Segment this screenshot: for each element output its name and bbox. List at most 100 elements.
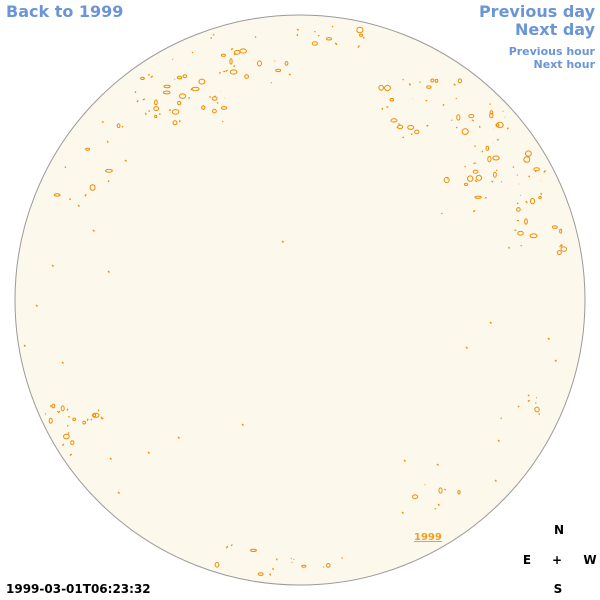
contour-mark-78 bbox=[414, 129, 420, 135]
contour-mark-71 bbox=[434, 78, 439, 83]
contour-mark-143 bbox=[524, 218, 528, 225]
contour-mark-34 bbox=[214, 95, 217, 98]
contour-mark-7 bbox=[154, 99, 158, 106]
contour-mark-212 bbox=[214, 562, 220, 568]
contour-mark-249 bbox=[436, 463, 439, 466]
contour-mark-177 bbox=[63, 433, 70, 440]
contour-mark-97 bbox=[378, 84, 385, 91]
back-to-year-link[interactable]: Back to 1999 bbox=[6, 2, 124, 21]
contour-mark-164 bbox=[53, 193, 61, 197]
contour-mark-217 bbox=[250, 548, 257, 553]
contour-mark-171 bbox=[56, 410, 60, 414]
contour-mark-53 bbox=[239, 48, 247, 54]
previous-day-link[interactable]: Previous day bbox=[478, 2, 595, 21]
contour-mark-39 bbox=[220, 106, 228, 110]
contour-mark-200 bbox=[527, 399, 531, 402]
contour-mark-220 bbox=[326, 563, 331, 568]
contour-mark-210 bbox=[464, 182, 468, 186]
contour-mark-88 bbox=[408, 83, 411, 86]
contour-mark-131 bbox=[500, 181, 503, 183]
contour-mark-257 bbox=[401, 511, 404, 514]
contour-mark-92 bbox=[430, 78, 435, 83]
contour-mark-227 bbox=[412, 494, 419, 500]
contour-mark-134 bbox=[506, 127, 509, 130]
contour-mark-149 bbox=[517, 230, 524, 236]
contour-mark-214 bbox=[269, 573, 272, 576]
contour-mark-246 bbox=[117, 491, 120, 494]
contour-mark-196 bbox=[538, 413, 541, 416]
contour-mark-201 bbox=[527, 394, 530, 397]
contour-mark-21 bbox=[148, 110, 151, 113]
compass-east-label: E bbox=[522, 553, 532, 567]
contour-mark-189 bbox=[90, 418, 93, 421]
contour-mark-198 bbox=[534, 402, 537, 404]
contour-mark-23 bbox=[136, 99, 139, 103]
next-day-link[interactable]: Next day bbox=[515, 20, 595, 39]
contour-mark-24 bbox=[176, 76, 183, 80]
contour-mark-163 bbox=[84, 193, 87, 197]
observation-timestamp: 1999-03-01T06:23:32 bbox=[6, 582, 151, 596]
contour-mark-108 bbox=[468, 114, 475, 119]
contour-mark-38 bbox=[212, 108, 217, 114]
contour-mark-261 bbox=[51, 264, 54, 267]
contour-mark-179 bbox=[66, 424, 69, 427]
contour-mark-202 bbox=[446, 178, 449, 180]
contour-mark-68 bbox=[357, 45, 360, 48]
contour-mark-215 bbox=[230, 544, 233, 547]
contour-mark-138 bbox=[525, 200, 528, 204]
next-hour-link[interactable]: Next hour bbox=[533, 58, 596, 71]
contour-mark-118 bbox=[474, 179, 478, 183]
contour-mark-126 bbox=[533, 167, 540, 172]
contour-mark-147 bbox=[514, 229, 517, 232]
contour-mark-186 bbox=[91, 412, 100, 418]
contour-mark-153 bbox=[540, 192, 543, 195]
contour-mark-229 bbox=[438, 487, 443, 494]
contour-mark-74 bbox=[389, 98, 395, 102]
contour-mark-128 bbox=[489, 112, 494, 119]
contour-mark-0 bbox=[177, 100, 182, 106]
contour-mark-253 bbox=[554, 359, 557, 362]
contour-mark-137 bbox=[512, 166, 515, 169]
compass-south-label: S bbox=[553, 582, 563, 596]
contour-mark-183 bbox=[51, 403, 56, 409]
contour-mark-157 bbox=[559, 228, 563, 234]
contour-mark-187 bbox=[101, 417, 104, 420]
contour-mark-178 bbox=[66, 408, 69, 411]
contour-mark-145 bbox=[556, 250, 562, 256]
contour-mark-141 bbox=[560, 246, 568, 252]
contour-mark-27 bbox=[142, 98, 146, 101]
contour-mark-115 bbox=[467, 175, 474, 182]
contour-mark-194 bbox=[517, 405, 520, 408]
contour-mark-176 bbox=[70, 440, 75, 446]
contour-mark-234 bbox=[171, 58, 174, 60]
contour-mark-107 bbox=[478, 125, 481, 128]
contour-mark-258 bbox=[124, 159, 127, 162]
contour-mark-4 bbox=[150, 75, 154, 78]
contour-mark-239 bbox=[35, 304, 38, 307]
contour-mark-13 bbox=[209, 96, 211, 98]
contour-mark-225 bbox=[271, 567, 275, 571]
contour-mark-207 bbox=[464, 165, 467, 168]
contour-mark-242 bbox=[107, 270, 110, 273]
contour-mark-241 bbox=[61, 361, 64, 364]
contour-mark-99 bbox=[390, 118, 398, 123]
contour-mark-81 bbox=[402, 78, 404, 81]
contour-mark-250 bbox=[465, 346, 468, 349]
contour-mark-182 bbox=[60, 405, 65, 412]
contour-mark-243 bbox=[177, 436, 180, 439]
contour-mark-151 bbox=[559, 245, 561, 248]
contour-mark-232 bbox=[444, 488, 447, 491]
contour-mark-51 bbox=[288, 73, 292, 76]
contour-mark-259 bbox=[77, 204, 80, 207]
previous-hour-link[interactable]: Previous hour bbox=[508, 45, 595, 58]
contour-mark-113 bbox=[543, 170, 547, 173]
contour-mark-172 bbox=[67, 415, 70, 418]
contour-mark-84 bbox=[455, 126, 458, 129]
contour-mark-170 bbox=[61, 443, 65, 447]
contour-mark-247 bbox=[241, 423, 244, 426]
contour-mark-101 bbox=[461, 128, 469, 135]
contour-mark-162 bbox=[89, 184, 96, 191]
contour-mark-208 bbox=[472, 169, 479, 174]
compass-north-label: N bbox=[553, 523, 565, 537]
